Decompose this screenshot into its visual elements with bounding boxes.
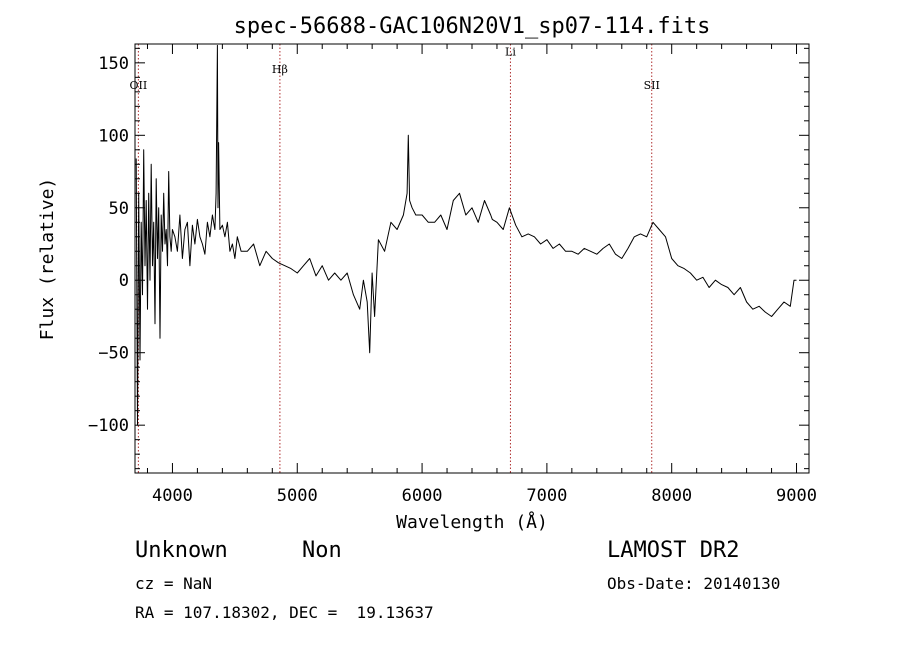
x-tick-label: 5000 <box>277 486 318 506</box>
marker-label-3: SII <box>644 79 660 92</box>
x-tick-label: 4000 <box>152 486 193 506</box>
y-axis-label: Flux (relative) <box>37 178 58 341</box>
spectrum-line <box>135 44 797 426</box>
object-class: Unknown <box>135 538 228 563</box>
marker-label-2: Li <box>505 46 516 59</box>
y-tick-label: 100 <box>98 126 129 146</box>
y-tick-label: −100 <box>88 416 129 436</box>
coordinates: RA = 107.18302, DEC = 19.13637 <box>135 603 434 622</box>
object-subclass: Non <box>302 538 342 563</box>
redshift-cz: cz = NaN <box>135 574 213 593</box>
x-tick-label: 6000 <box>402 486 443 506</box>
x-tick-label: 8000 <box>651 486 692 506</box>
x-tick-label: 7000 <box>526 486 567 506</box>
emission-line-markers: OII Hβ Li SII <box>130 44 660 473</box>
x-axis-ticks: 4000 5000 6000 7000 8000 9000 <box>146 44 817 506</box>
spectrum-series <box>135 44 797 426</box>
marker-label-0: OII <box>130 79 148 92</box>
y-tick-label: 50 <box>109 199 129 219</box>
y-tick-label: −50 <box>98 344 129 364</box>
x-tick-label: 9000 <box>776 486 817 506</box>
observation-date: Obs-Date: 20140130 <box>607 574 781 593</box>
y-tick-label: 0 <box>119 271 129 291</box>
survey-label: LAMOST DR2 <box>607 538 740 563</box>
chart-title: spec-56688-GAC106N20V1_sp07-114.fits <box>234 14 711 39</box>
plot-frame <box>134 43 810 474</box>
y-axis-ticks: −100 −50 0 50 100 150 <box>88 47 809 470</box>
marker-label-1: Hβ <box>272 63 288 76</box>
x-axis-label: Wavelength (Å) <box>396 511 548 533</box>
y-tick-label: 150 <box>98 54 129 74</box>
